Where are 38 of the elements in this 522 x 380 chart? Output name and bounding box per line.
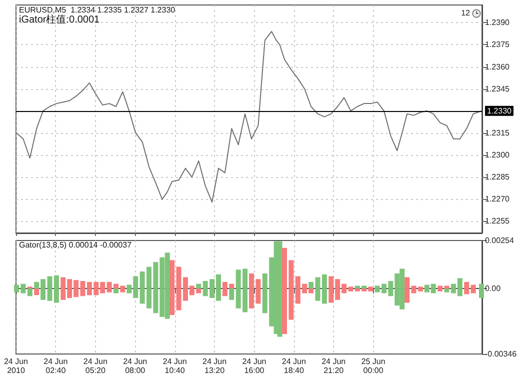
y-tick-label: 1.2285 [485, 172, 510, 182]
y-tick-label: 0.00254 [485, 236, 514, 245]
bar [27, 288, 32, 296]
y-tick-label: -0.00346 [485, 350, 518, 358]
y-tick-label: 1.2345 [485, 84, 510, 94]
y-tick-label: 1.2270 [485, 194, 510, 204]
line-series [16, 30, 482, 203]
chart-title: EURUSD,M5 1.2334 1.2335 1.2327 1.2330 [19, 6, 176, 14]
bar [34, 288, 40, 296]
x-tick-label: 24 Jun 16:00 [242, 357, 266, 375]
x-tick-label: 24 Jun 13:20 [202, 357, 227, 375]
x-tick-label: 24 Jun 05:20 [83, 357, 108, 375]
x-tick-label: 24 Jun 10:40 [162, 357, 187, 375]
bar [120, 288, 126, 292]
bar [114, 288, 118, 294]
bar [438, 286, 443, 289]
y-tick-label: 1.2315 [485, 128, 510, 138]
x-tick-label: 25 Jun 00:00 [361, 357, 386, 375]
bar [444, 286, 450, 289]
y-tick-label: 0.00 [485, 284, 502, 294]
annotation: 12 [461, 8, 471, 18]
x-tick-label: 24 Jun 2010 [4, 357, 28, 375]
chart-title: Gator(13,8,5) 0.00014 -0.00037 [19, 240, 132, 250]
x-tick-label: 24 Jun 02:40 [44, 357, 68, 375]
bar [196, 284, 202, 289]
bar [438, 288, 443, 292]
y-tick-label: 1.2375 [485, 40, 510, 50]
x-tick-label: 24 Jun 08:00 [123, 357, 148, 375]
text: iGator柱值:0.0001 [19, 14, 100, 26]
ref-line-label: 1.2330 [487, 106, 512, 116]
x-tick-label: 24 Jun 18:40 [282, 357, 306, 375]
y-tick-label: 1.2300 [485, 150, 510, 160]
x-tick-label: 24 Jun 21:20 [322, 357, 346, 375]
y-tick-label: 1.2360 [485, 62, 510, 72]
y-tick-label: 1.2255 [485, 216, 510, 226]
y-tick-label: 1.2390 [485, 18, 510, 28]
bar [229, 288, 234, 300]
bar [470, 288, 476, 294]
